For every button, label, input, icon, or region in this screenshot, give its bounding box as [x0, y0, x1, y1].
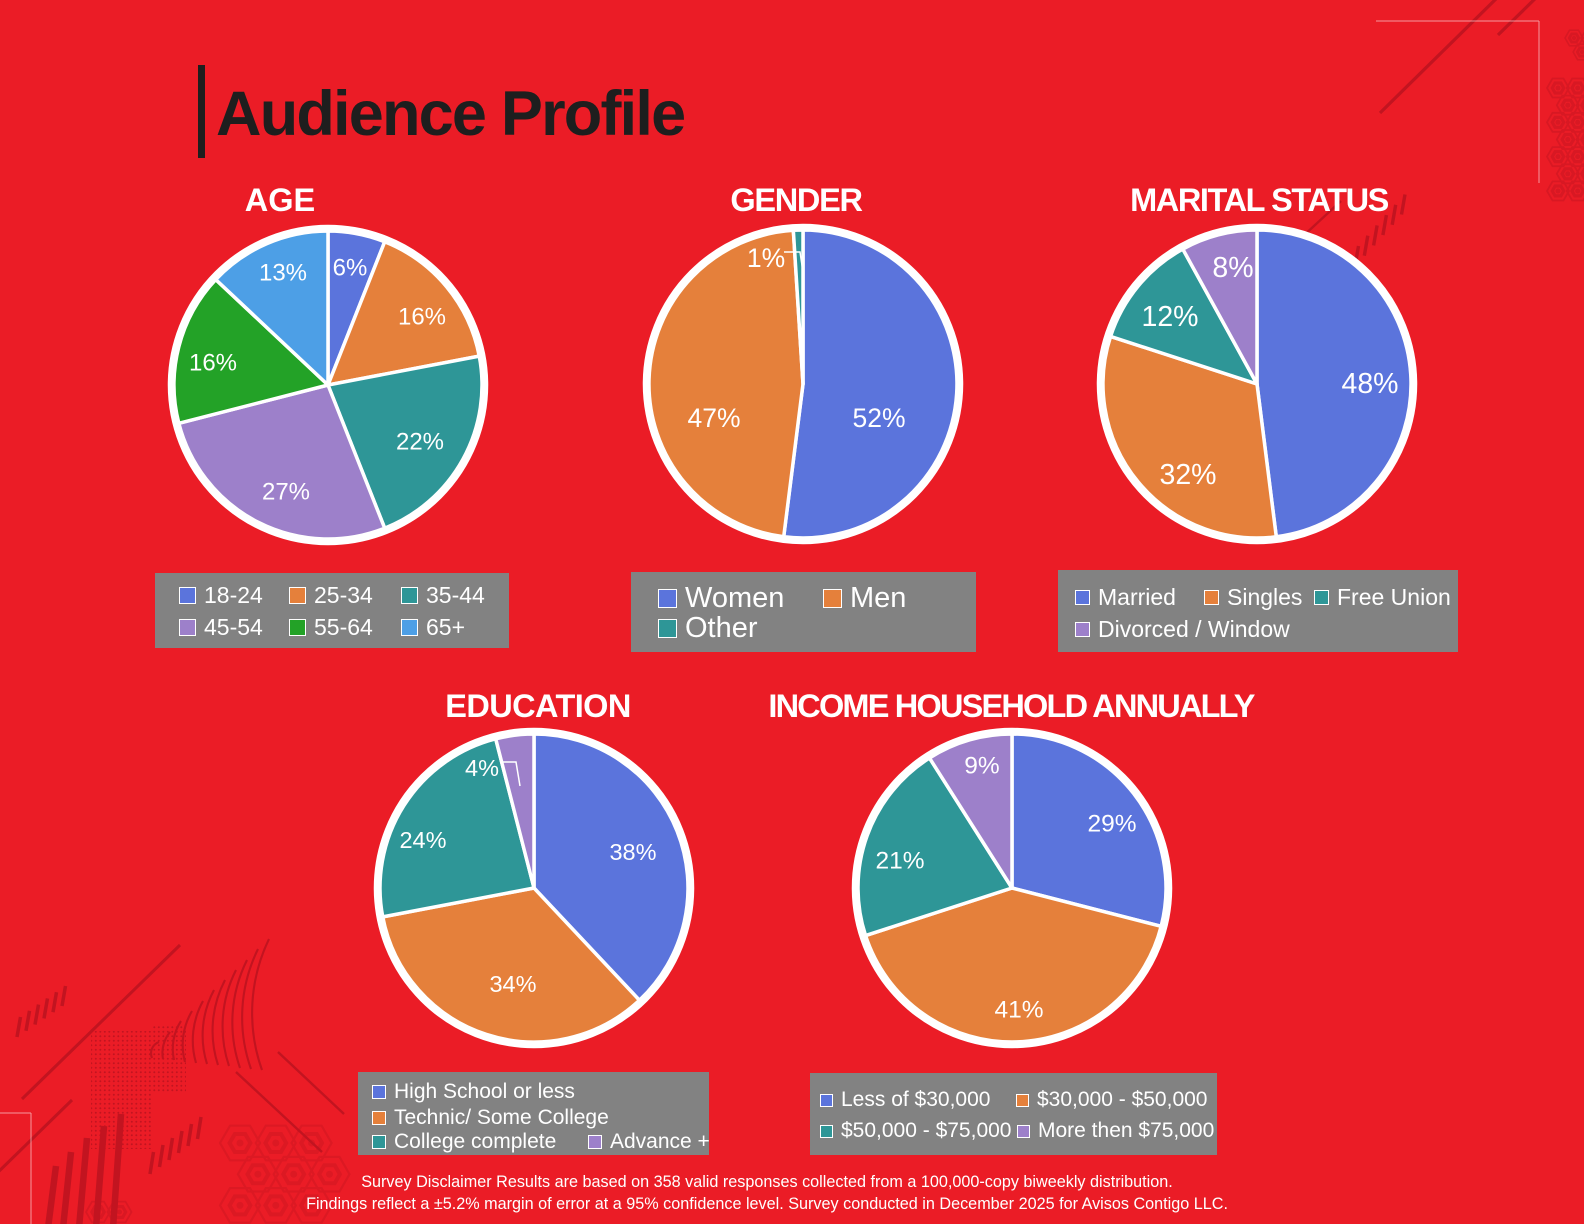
svg-text:13%: 13%: [259, 260, 307, 287]
svg-text:22%: 22%: [396, 429, 444, 456]
svg-text:41%: 41%: [994, 997, 1043, 1024]
svg-text:32%: 32%: [1159, 459, 1216, 491]
svg-text:12%: 12%: [1141, 301, 1198, 333]
svg-text:1%: 1%: [747, 243, 785, 273]
svg-text:34%: 34%: [489, 971, 536, 997]
svg-text:27%: 27%: [262, 479, 310, 506]
svg-text:16%: 16%: [189, 350, 237, 377]
svg-text:48%: 48%: [1341, 368, 1398, 400]
svg-text:47%: 47%: [687, 403, 740, 433]
svg-text:29%: 29%: [1087, 811, 1136, 838]
svg-text:52%: 52%: [852, 403, 905, 433]
svg-text:16%: 16%: [398, 304, 446, 331]
svg-text:4%: 4%: [465, 755, 499, 781]
svg-text:9%: 9%: [964, 753, 999, 780]
svg-text:38%: 38%: [609, 839, 656, 865]
svg-text:6%: 6%: [333, 255, 368, 282]
svg-text:21%: 21%: [875, 848, 924, 875]
svg-text:8%: 8%: [1212, 252, 1253, 284]
svg-text:24%: 24%: [399, 827, 446, 853]
